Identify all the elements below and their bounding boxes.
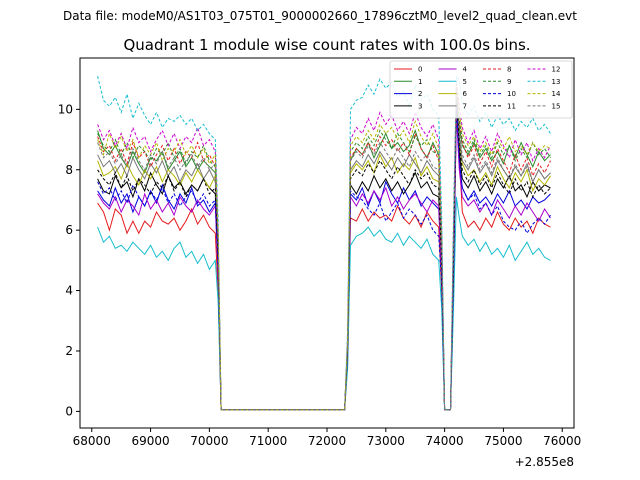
- y-tick-label: 10: [58, 102, 73, 116]
- legend-label-7: 7: [463, 102, 467, 110]
- legend-label-6: 6: [463, 90, 468, 98]
- series-line-5: [97, 196, 551, 411]
- legend-label-3: 3: [418, 102, 422, 110]
- y-tick-label: 0: [65, 404, 73, 418]
- legend-label-2: 2: [418, 90, 422, 98]
- x-tick-label: 70000: [190, 434, 228, 448]
- legend-label-11: 11: [507, 102, 516, 110]
- y-tick-label: 4: [65, 284, 73, 298]
- legend-label-13: 13: [552, 78, 561, 86]
- legend-frame: [389, 60, 573, 119]
- legend-label-0: 0: [418, 66, 422, 74]
- series-line-6: [97, 85, 551, 411]
- x-tick-label: 71000: [249, 434, 287, 448]
- series-line-11: [97, 88, 551, 411]
- y-tick-label: 2: [65, 344, 73, 358]
- series-line-2: [97, 109, 551, 411]
- series-line-4: [97, 115, 551, 411]
- series-line-14: [97, 85, 551, 411]
- y-axis: 0 2 4 6 8 10: [58, 102, 80, 418]
- x-tick-label: 75000: [484, 434, 522, 448]
- legend-label-10: 10: [507, 90, 516, 98]
- legend-label-1: 1: [418, 78, 422, 86]
- chart-title: Quadrant 1 module wise count rates with …: [123, 36, 530, 54]
- series-line-12: [97, 82, 551, 411]
- plot-area: [97, 75, 551, 411]
- x-tick-label: 76000: [543, 434, 581, 448]
- x-tick-label: 73000: [367, 434, 405, 448]
- legend-label-5: 5: [463, 78, 467, 86]
- x-tick-label: 72000: [308, 434, 346, 448]
- y-tick-label: 8: [65, 163, 73, 177]
- x-axis: 68000 69000 70000 71000 72000 73000 74000 75000…: [73, 428, 581, 448]
- legend-label-4: 4: [463, 66, 468, 74]
- x-tick-label: 74000: [426, 434, 464, 448]
- y-tick-label: 6: [65, 223, 73, 237]
- x-tick-label: 68000: [73, 434, 111, 448]
- legend-label-9: 9: [507, 78, 511, 86]
- legend-label-15: 15: [552, 102, 561, 110]
- series-line-1: [97, 100, 551, 411]
- series-line-15: [97, 88, 551, 411]
- file-suptitle: Data file: modeM0/AS1T03_075T01_90000026…: [63, 9, 577, 23]
- x-offset-label: +2.855e8: [515, 455, 574, 469]
- series-line-13: [97, 75, 551, 411]
- legend-label-14: 14: [552, 90, 561, 98]
- legend-label-12: 12: [552, 66, 561, 74]
- series-line-8: [97, 91, 551, 411]
- series-line-9: [97, 97, 551, 411]
- x-tick-label: 69000: [131, 434, 169, 448]
- legend-label-8: 8: [507, 66, 511, 74]
- series-line-0: [97, 112, 551, 411]
- series-line-3: [97, 91, 551, 411]
- series-line-7: [97, 94, 551, 411]
